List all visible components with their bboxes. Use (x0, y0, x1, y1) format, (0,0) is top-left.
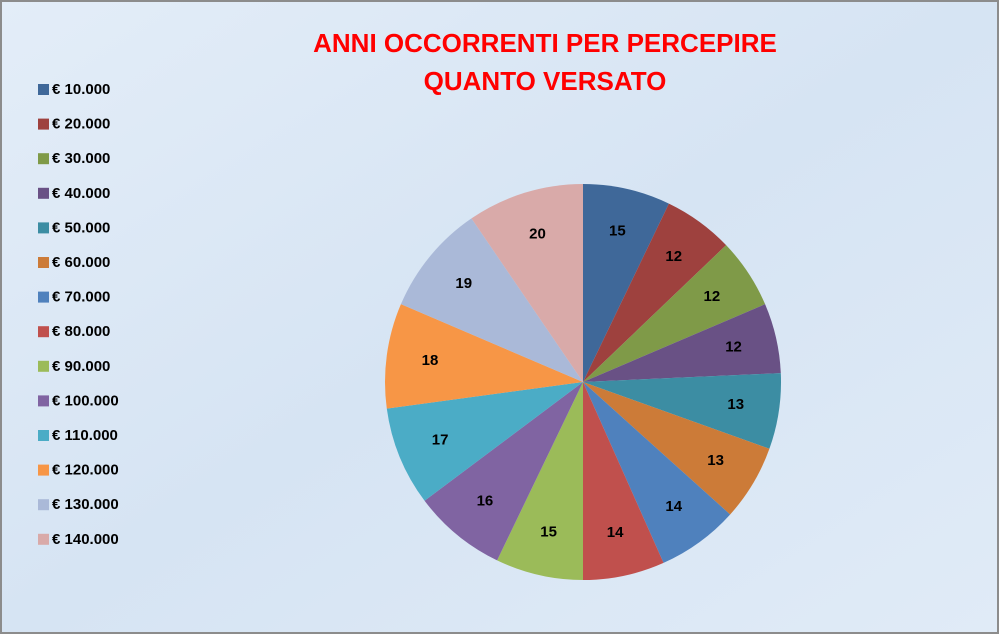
pie-slice (424, 382, 583, 561)
pie-slice (583, 184, 669, 382)
pie-slice (386, 382, 583, 501)
legend-swatch (38, 222, 49, 234)
pie-slice (583, 203, 727, 382)
legend-label: € 140.000 (52, 531, 119, 548)
data-label: 13 (727, 396, 744, 413)
legend-label: € 110.000 (52, 427, 118, 444)
pie-slice (583, 382, 664, 580)
legend-swatch (38, 499, 49, 511)
legend-label: € 100.000 (52, 392, 119, 409)
legend-label: € 30.000 (52, 150, 110, 167)
pie-slice (583, 304, 781, 382)
legend-swatch (38, 118, 49, 130)
pie-slice (400, 218, 583, 382)
legend-swatch (38, 533, 49, 545)
data-label: 20 (529, 225, 546, 242)
data-label: 13 (707, 452, 724, 469)
legend-label: € 50.000 (52, 219, 110, 236)
pie-slice (583, 382, 731, 563)
legend-swatch (38, 187, 49, 199)
legend-label: € 120.000 (52, 462, 119, 479)
data-label: 12 (704, 288, 721, 305)
legend-swatch (38, 430, 49, 441)
legend-label: € 10.000 (52, 81, 110, 98)
legend-swatch (38, 291, 49, 303)
pie-slice (385, 304, 583, 409)
legend-label: € 40.000 (52, 185, 110, 202)
legend-label: € 130.000 (52, 496, 119, 513)
pie-slice (583, 373, 781, 449)
pie-slice (471, 184, 583, 382)
legend-swatch (38, 257, 49, 268)
data-label: 14 (665, 498, 682, 515)
pie-slice (583, 382, 770, 515)
chart-title: QUANTO VERSATO (424, 66, 667, 96)
legend-label: € 80.000 (52, 323, 110, 340)
legend-label: € 70.000 (52, 289, 110, 306)
legend-swatch (38, 84, 49, 95)
data-label: 14 (607, 524, 624, 541)
data-label: 15 (609, 222, 626, 239)
data-label: 16 (477, 492, 494, 509)
pie-slice (497, 382, 583, 580)
legend-swatch (38, 326, 49, 338)
legend-swatch (38, 153, 49, 165)
data-label: 12 (665, 248, 682, 265)
data-label: 15 (540, 524, 557, 541)
legend-label: € 60.000 (52, 254, 110, 271)
legend-swatch (38, 360, 49, 372)
data-label: 18 (422, 352, 439, 369)
chart-title: ANNI OCCORRENTI PER PERCEPIRE (313, 28, 777, 58)
legend-label: € 20.000 (52, 116, 110, 133)
data-label: 12 (725, 339, 742, 356)
data-label: 19 (455, 275, 472, 292)
pie-slice (583, 245, 766, 382)
data-label: 17 (432, 432, 449, 449)
legend-label: € 90.000 (52, 358, 110, 375)
legend-swatch (38, 395, 49, 407)
legend-swatch (38, 464, 49, 476)
